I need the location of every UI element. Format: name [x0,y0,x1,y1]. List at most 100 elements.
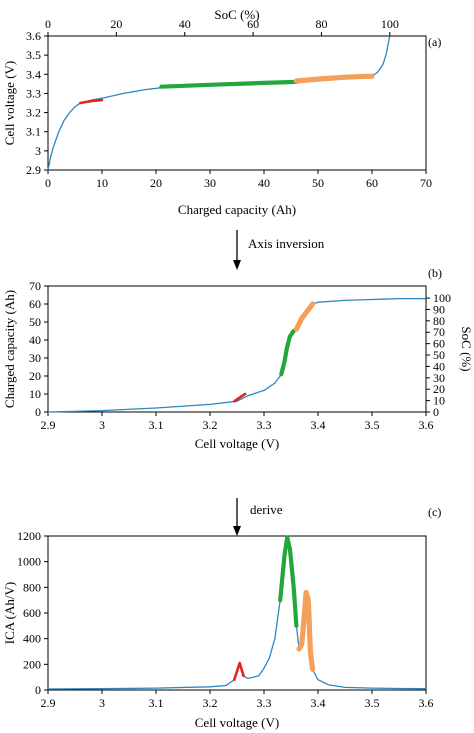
y-tick-label: 3.6 [26,29,41,43]
panel-c-x-ticks: 2.9 3 3.1 3.2 3.3 3.4 3.5 3.6 [41,690,434,710]
right-tick-label: 20 [433,382,445,396]
panel-c-y-label: ICA (Ah/V) [2,582,17,644]
x-tick-label: 0 [45,176,51,190]
x-tick-label: 3 [99,418,105,432]
top-tick-label: 20 [110,17,122,31]
right-tick-label: 30 [433,371,445,385]
panel-a-y-label: Cell voltage (V) [2,61,17,145]
x-tick-label: 30 [204,176,216,190]
panel-a-chart: 0 10 20 30 40 50 60 70 2.9 3 3.1 3.2 3.3 3.4 3.5 3.6 0… [2,7,441,217]
panel-a-x-label: Charged capacity (Ah) [178,202,296,217]
y-tick-label: 1200 [17,529,41,543]
y-tick-label: 10 [29,387,41,401]
main-curve [47,536,427,690]
panel-b-label: (b) [428,266,442,280]
panel-b-series [47,297,426,413]
panel-c-series [47,535,427,690]
main-curve [47,35,391,171]
y-tick-label: 2.9 [26,163,41,177]
y-tick-label: 3.2 [26,106,41,120]
y-tick-label: 0 [35,405,41,419]
x-tick-label: 50 [312,176,324,190]
y-tick-label: 3.4 [26,67,41,81]
panel-b-y-ticks: 0 10 20 30 40 50 60 70 [29,279,48,419]
right-tick-label: 0 [433,405,439,419]
x-tick-label: 40 [258,176,270,190]
green-highlight [279,328,296,377]
x-tick-label: 20 [150,176,162,190]
panel-a-series [47,35,391,171]
right-tick-label: 100 [433,291,451,305]
right-tick-label: 80 [433,314,445,328]
x-tick-label: 70 [420,176,432,190]
y-tick-label: 30 [29,351,41,365]
green-highlight [278,535,299,628]
top-tick-label: 40 [179,17,191,31]
panel-a-y-ticks: 2.9 3 3.1 3.2 3.3 3.4 3.5 3.6 [26,29,48,177]
x-tick-label: 3.3 [257,418,272,432]
red-highlight [79,98,104,105]
x-tick-label: 3.1 [149,418,164,432]
x-tick-label: 2.9 [41,418,56,432]
y-tick-label: 0 [35,683,41,697]
orange-highlight [293,73,375,84]
y-tick-label: 70 [29,279,41,293]
top-tick-label: 80 [315,17,327,31]
panel-b-right-label: SoC (%) [459,326,474,371]
y-tick-label: 3.5 [26,48,41,62]
y-tick-label: 400 [23,632,41,646]
y-tick-label: 60 [29,297,41,311]
right-tick-label: 90 [433,302,445,316]
x-tick-label: 3.4 [311,418,326,432]
axis-inversion-arrow: Axis inversion [233,230,325,270]
x-tick-label: 3 [99,696,105,710]
y-tick-label: 3.1 [26,125,41,139]
red-highlight [233,392,247,403]
panel-c-y-ticks: 0 200 400 600 800 1000 1200 [17,529,48,697]
y-tick-label: 3 [35,144,41,158]
panel-b-x-ticks: 2.9 3 3.1 3.2 3.3 3.4 3.5 3.6 [41,412,434,432]
derive-label: derive [250,502,283,517]
main-curve [47,297,426,413]
orange-highlight [293,301,316,332]
x-tick-label: 3.6 [419,696,434,710]
panel-a-label: (a) [428,35,441,49]
panel-c-x-label: Cell voltage (V) [195,715,279,730]
x-tick-label: 10 [96,176,108,190]
panel-c-frame [47,535,427,691]
panel-c-chart: 2.9 3 3.1 3.2 3.3 3.4 3.5 3.6 0 200 400 600 800 1000… [2,505,441,730]
x-tick-label: 2.9 [41,696,56,710]
panel-c-label: (c) [428,505,441,519]
top-tick-label: 0 [45,17,51,31]
top-tick-label: 60 [247,17,259,31]
panel-a-frame [47,35,427,171]
x-tick-label: 3.2 [203,696,218,710]
orange-highlight [296,589,316,673]
y-tick-label: 600 [23,606,41,620]
axis-inversion-label: Axis inversion [248,236,325,251]
panel-b-x-label: Cell voltage (V) [195,436,279,451]
x-tick-label: 3.5 [365,418,380,432]
top-tick-label: 100 [381,17,399,31]
y-tick-label: 20 [29,369,41,383]
y-tick-label: 800 [23,580,41,594]
y-tick-label: 50 [29,315,41,329]
right-tick-label: 50 [433,348,445,362]
x-tick-label: 3.5 [365,696,380,710]
derive-arrow: derive [233,498,283,536]
right-tick-label: 60 [433,337,445,351]
x-tick-label: 3.3 [257,696,272,710]
x-tick-label: 3.1 [149,696,164,710]
panel-b-frame [47,285,427,413]
right-tick-label: 10 [433,394,445,408]
x-tick-label: 3.2 [203,418,218,432]
x-tick-label: 3.4 [311,696,326,710]
right-tick-label: 40 [433,359,445,373]
red-highlight [233,661,245,682]
panel-a-x-ticks: 0 10 20 30 40 50 60 70 [45,170,432,190]
y-tick-label: 3.3 [26,86,41,100]
x-tick-label: 60 [366,176,378,190]
